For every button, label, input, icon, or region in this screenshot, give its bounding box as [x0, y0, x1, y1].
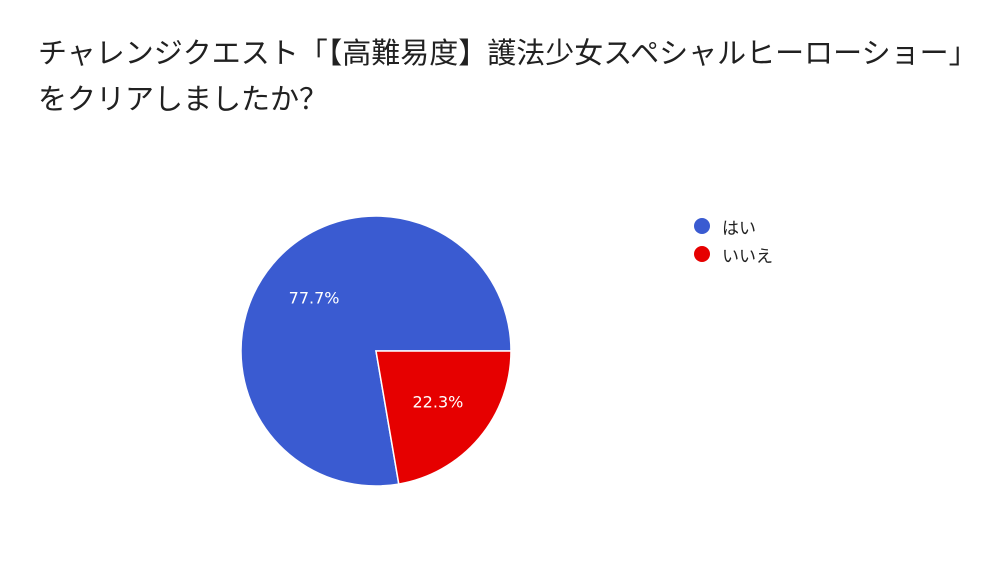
slice-label-no: 22.3%: [413, 393, 464, 412]
legend-swatch-no: [694, 246, 710, 262]
chart-title: チャレンジクエスト「【高難易度】護法少女スペシャルヒーローショー」をクリアしまし…: [38, 36, 964, 116]
legend-label-no: いいえ: [722, 246, 773, 267]
pie-slice-no[interactable]: [375, 350, 512, 485]
legend-item-no[interactable]: いいえ: [694, 240, 773, 268]
legend-swatch-yes: [694, 218, 710, 234]
legend-label-yes: はい: [722, 218, 756, 239]
slice-label-yes: 77.7%: [289, 288, 340, 307]
legend: はい いいえ: [694, 212, 773, 268]
legend-item-yes[interactable]: はい: [694, 212, 773, 240]
